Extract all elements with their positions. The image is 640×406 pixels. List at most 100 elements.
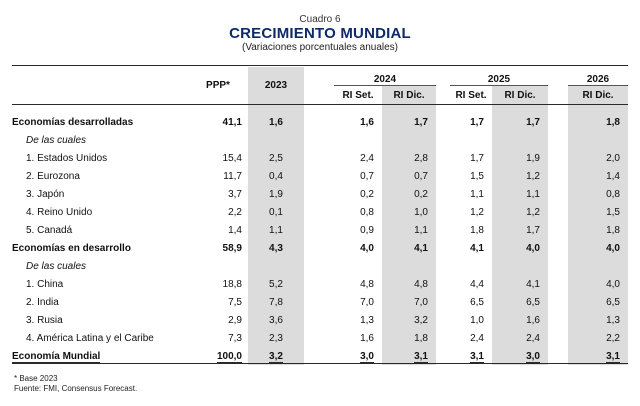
cell-2025-dic: 1,7 xyxy=(492,113,548,131)
cell-ppp: 2,9 xyxy=(228,314,242,326)
cell-2023: 5,2 xyxy=(248,275,304,293)
row-label: 4. América Latina y el Caribe xyxy=(26,332,154,344)
table-row: 5. Canadá 1,4 1,1 0,9 1,1 1,8 1,7 1,8 xyxy=(12,221,628,239)
cell-2025-set: 1,1 xyxy=(470,188,484,200)
cell-2025-dic: 3,0 xyxy=(526,350,540,363)
cell-2024-dic: 3,2 xyxy=(382,311,436,329)
row-label: 4. Reino Unido xyxy=(26,206,93,218)
header-row-reports: RI Set. RI Dic. RI Set. RI Dic. RI Dic. xyxy=(12,85,628,105)
table-row: Economías desarrolladas 41,1 1,6 1,6 1,7… xyxy=(12,113,628,131)
cell-2025-set: 1,0 xyxy=(470,314,484,326)
table-notes: * Base 2023 Fuente: FMI, Consensus Forec… xyxy=(14,374,137,394)
header-2025-ri-dic: RI Dic. xyxy=(492,85,548,105)
cell-ppp: 11,7 xyxy=(223,170,242,182)
cell-2024-set: 1,6 xyxy=(360,116,374,128)
table-row: 2. India 7,5 7,8 7,0 7,0 6,5 6,5 6,5 xyxy=(12,293,628,311)
table-row: 1. Estados Unidos 15,4 2,5 2,4 2,8 1,7 1… xyxy=(12,149,628,167)
cell-2025-set: 1,2 xyxy=(470,206,484,218)
cell-2026-dic: 6,5 xyxy=(568,293,628,311)
cell-2025-dic: 1,9 xyxy=(492,149,548,167)
cell-2023: 3,6 xyxy=(248,311,304,329)
cell-2024-set: 0,8 xyxy=(360,206,374,218)
cell-2025-set: 1,7 xyxy=(470,152,484,164)
table-row: Economías en desarrollo 58,9 4,3 4,0 4,1… xyxy=(12,239,628,257)
cell-ppp: 1,4 xyxy=(228,224,242,236)
note-base: * Base 2023 xyxy=(14,374,58,383)
cell-ppp: 7,5 xyxy=(228,296,242,308)
header-2025: 2025 xyxy=(450,67,548,86)
cell-2026-dic: 1,5 xyxy=(568,203,628,221)
cell-2025-set: 4,4 xyxy=(470,278,484,290)
cell-2023: 0,1 xyxy=(248,203,304,221)
cell-2025-set: 3,1 xyxy=(470,350,484,363)
cell-2026-dic: 4,0 xyxy=(568,275,628,293)
row-label: 3. Rusia xyxy=(26,314,63,326)
cell-2023: 0,4 xyxy=(248,167,304,185)
cell-2025-dic: 1,1 xyxy=(492,185,548,203)
growth-table: PPP* 2023 2024 2025 2026 RI Set. RI Dic.… xyxy=(12,67,628,365)
header-2026: 2026 xyxy=(568,67,628,86)
row-label: 2. Eurozona xyxy=(26,170,80,182)
cell-2025-set: 2,4 xyxy=(470,332,484,344)
table-number: Cuadro 6 xyxy=(299,14,341,25)
cell-2026-dic: 4,0 xyxy=(568,239,628,257)
cell-2023: 2,5 xyxy=(248,149,304,167)
cell-2024-set: 1,6 xyxy=(360,332,374,344)
row-label: Economía Mundial xyxy=(12,350,101,363)
cell-2024-dic: 1,7 xyxy=(382,113,436,131)
header-2025-ri-set: RI Set. xyxy=(450,85,492,105)
header-2024: 2024 xyxy=(334,67,436,86)
cell-2024-set: 0,9 xyxy=(360,224,374,236)
cell-2025-set: 1,8 xyxy=(470,224,484,236)
row-label: Economías en desarrollo xyxy=(12,242,131,254)
cell-2025-dic: 4,0 xyxy=(492,239,548,257)
cell-2023: 1,6 xyxy=(248,113,304,131)
cell-2025-dic: 6,5 xyxy=(492,293,548,311)
header-2026-ri-dic: RI Dic. xyxy=(568,85,628,105)
cell-2023: 7,8 xyxy=(248,293,304,311)
cell-ppp: 58,9 xyxy=(222,242,242,254)
row-label: De las cuales xyxy=(26,134,87,146)
cell-2023: 2,3 xyxy=(248,329,304,347)
header-empty xyxy=(12,67,188,86)
header-2024-ri-dic: RI Dic. xyxy=(382,85,436,105)
header-2023: 2023 xyxy=(248,67,304,105)
title-block: Cuadro 6 CRECIMIENTO MUNDIAL (Variacione… xyxy=(0,14,640,54)
table-row-total: Economía Mundial 100,0 3,2 3,0 3,1 3,1 3… xyxy=(12,347,628,365)
cell-2024-dic: 3,1 xyxy=(414,350,428,363)
row-label: 1. Estados Unidos xyxy=(26,152,108,164)
cell-2024-set: 2,4 xyxy=(360,152,374,164)
cell-2025-dic: 2,4 xyxy=(492,329,548,347)
row-label: Economías desarrolladas xyxy=(12,116,134,128)
cell-2024-dic: 1,8 xyxy=(382,329,436,347)
cell-2024-set: 4,0 xyxy=(360,242,374,254)
cell-2026-dic: 1,4 xyxy=(568,167,628,185)
cell-2025-dic: 1,2 xyxy=(492,203,548,221)
cell-2025-dic: 1,6 xyxy=(492,311,548,329)
cell-2023: 4,3 xyxy=(248,239,304,257)
cell-2026-dic: 3,1 xyxy=(606,350,620,363)
cell-ppp: 7,3 xyxy=(228,332,242,344)
row-label: 1. China xyxy=(26,278,64,290)
table-row: 4. América Latina y el Caribe 7,3 2,3 1,… xyxy=(12,329,628,347)
cell-2026-dic: 1,8 xyxy=(568,113,628,131)
cell-2024-set: 4,8 xyxy=(360,278,374,290)
cell-2026-dic: 1,8 xyxy=(568,221,628,239)
row-label: De las cuales xyxy=(26,260,87,272)
cell-2025-dic: 1,7 xyxy=(492,221,548,239)
cell-2025-set: 1,7 xyxy=(470,116,484,128)
cell-2024-set: 0,2 xyxy=(360,188,374,200)
header-ppp: PPP* xyxy=(188,67,248,105)
cell-2026-dic: 0,8 xyxy=(568,185,628,203)
cell-2023: 1,9 xyxy=(248,185,304,203)
cell-2024-dic: 0,7 xyxy=(382,167,436,185)
cell-ppp: 3,7 xyxy=(228,188,242,200)
cell-2024-set: 7,0 xyxy=(360,296,374,308)
cell-2025-dic: 4,1 xyxy=(492,275,548,293)
bottom-rule xyxy=(12,363,628,364)
row-label: 5. Canadá xyxy=(26,224,73,236)
row-label: 3. Japón xyxy=(26,188,65,200)
cell-ppp: 2,2 xyxy=(228,206,242,218)
table-title: CRECIMIENTO MUNDIAL xyxy=(229,25,411,42)
cell-2025-set: 4,1 xyxy=(470,242,484,254)
